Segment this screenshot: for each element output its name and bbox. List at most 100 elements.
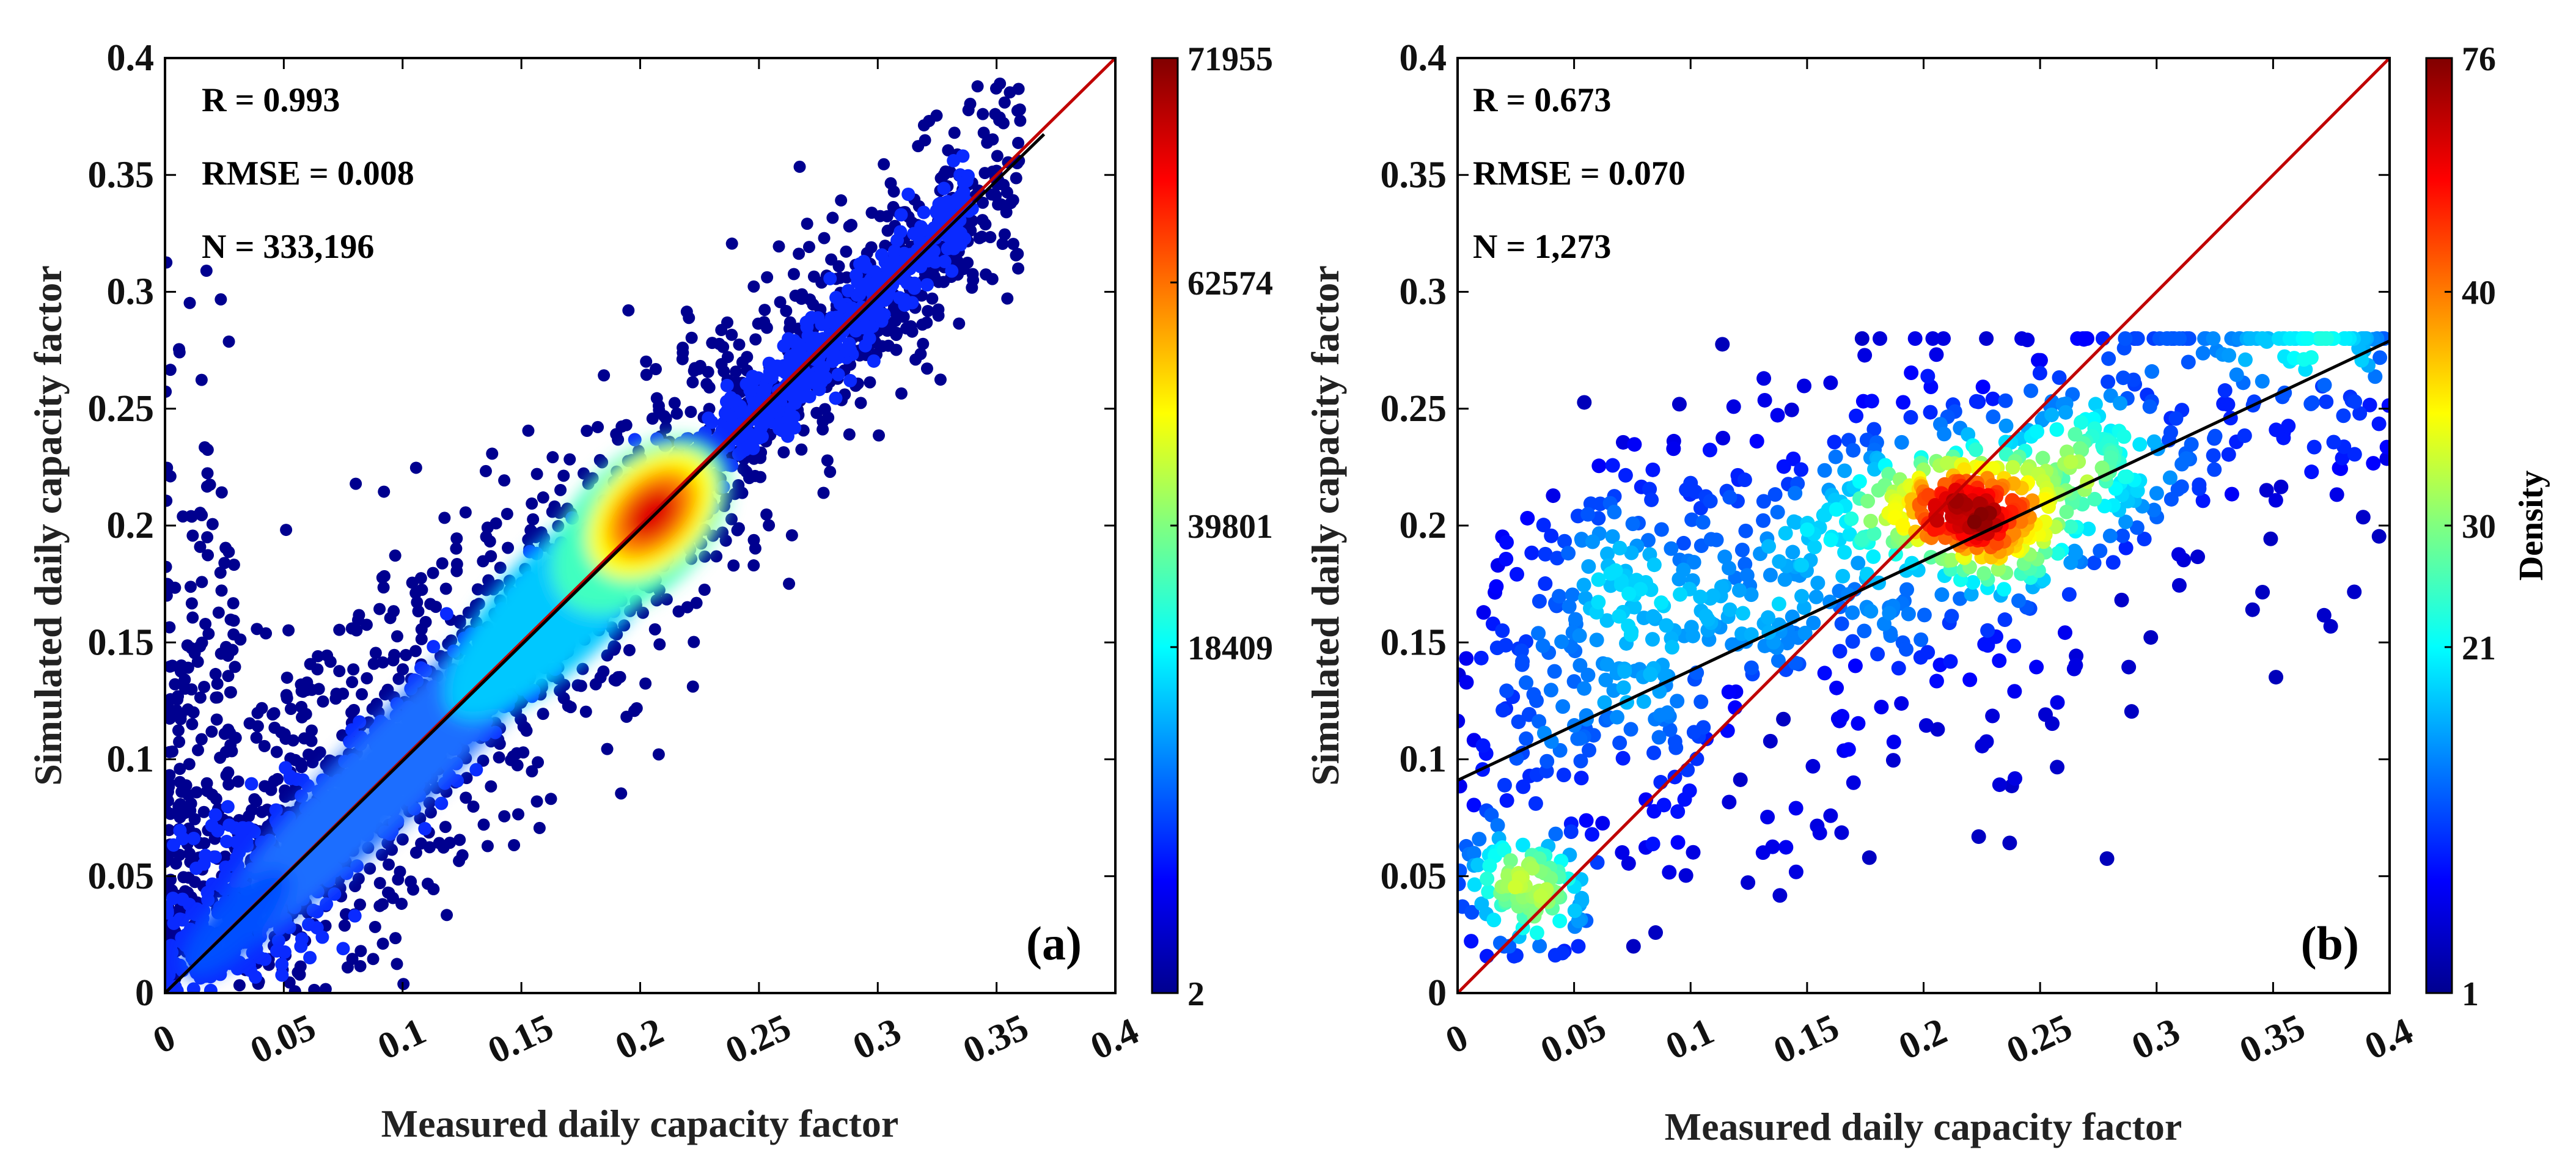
point <box>1524 545 1539 560</box>
point <box>1846 442 1861 458</box>
point <box>1854 532 1870 547</box>
point <box>2105 555 2121 570</box>
point <box>2044 716 2060 732</box>
point <box>199 848 213 862</box>
point <box>1498 637 1513 653</box>
point <box>727 559 740 572</box>
point <box>868 265 882 279</box>
point <box>1998 418 2014 433</box>
point <box>1543 683 1558 698</box>
point <box>219 541 232 554</box>
point <box>900 322 913 335</box>
point <box>353 609 365 622</box>
point <box>1615 845 1630 860</box>
point <box>1929 673 1944 689</box>
point <box>979 218 992 231</box>
colorbar-label-b: Density <box>2512 471 2550 581</box>
point <box>736 356 749 369</box>
point <box>1664 640 1679 655</box>
point <box>1806 615 1821 631</box>
point <box>360 618 373 631</box>
point <box>1731 583 1747 598</box>
point <box>1828 449 1843 464</box>
point <box>376 898 389 911</box>
point <box>934 373 947 386</box>
point <box>1623 627 1638 642</box>
point <box>1643 667 1658 683</box>
point <box>2116 429 2132 444</box>
point <box>232 775 244 788</box>
point <box>1756 513 1771 528</box>
point <box>251 623 263 636</box>
point <box>1695 515 1711 530</box>
point <box>438 512 451 524</box>
point <box>227 597 240 610</box>
point <box>1007 194 1019 207</box>
point <box>184 581 197 593</box>
point <box>1612 609 1627 624</box>
point <box>564 701 577 714</box>
point <box>1489 579 1504 594</box>
colorbar-tick-label: 76 <box>2462 40 2496 78</box>
point <box>991 150 1004 163</box>
point <box>1572 658 1588 673</box>
point <box>2271 331 2286 346</box>
point <box>190 786 203 799</box>
point <box>424 806 437 819</box>
point <box>370 697 383 710</box>
point <box>1738 557 1753 572</box>
point <box>640 369 653 381</box>
point <box>932 197 946 211</box>
point <box>1953 591 1968 606</box>
point <box>330 688 343 700</box>
point <box>1873 331 1888 346</box>
point <box>1532 714 1547 729</box>
x-tick-label: 0.4 <box>2358 1010 2419 1068</box>
point <box>1659 618 1674 633</box>
point <box>1794 557 1810 573</box>
point <box>406 576 419 589</box>
point <box>367 953 380 966</box>
point <box>1881 466 1896 482</box>
x-tick-label: 0.4 <box>1084 1010 1145 1068</box>
stat-rmse-b: RMSE = 0.070 <box>1473 155 1686 193</box>
point <box>1552 588 1567 604</box>
point <box>2118 540 2134 556</box>
point <box>865 241 878 254</box>
colorbar-tick-label: 40 <box>2462 274 2496 312</box>
point <box>1817 463 1832 478</box>
point <box>165 560 172 573</box>
point <box>649 363 662 376</box>
point <box>722 408 736 422</box>
point <box>1495 623 1510 639</box>
point <box>966 268 979 280</box>
point <box>1621 856 1636 871</box>
point <box>537 491 549 504</box>
point <box>2296 352 2311 367</box>
y-tick-label: 0.25 <box>88 388 155 430</box>
point <box>177 510 189 523</box>
point <box>1621 586 1637 601</box>
point <box>762 356 776 370</box>
point <box>740 465 753 478</box>
point <box>623 644 636 656</box>
point <box>889 263 903 277</box>
point <box>2206 448 2221 463</box>
point <box>1870 647 1885 662</box>
x-tick-label: 0.1 <box>1659 1010 1720 1068</box>
point <box>269 803 283 817</box>
point <box>1519 675 1534 691</box>
point <box>2229 367 2244 383</box>
panel-label-a: (a) <box>1026 917 1082 970</box>
point <box>1648 925 1664 941</box>
point <box>213 879 227 893</box>
point <box>471 583 484 596</box>
point <box>725 237 738 250</box>
point <box>2190 549 2206 565</box>
point <box>824 466 837 479</box>
point <box>981 136 994 149</box>
point <box>1670 804 1686 820</box>
colorbar-tick-label: 2 <box>1187 975 1205 1013</box>
point <box>2355 510 2371 525</box>
point <box>427 566 439 579</box>
